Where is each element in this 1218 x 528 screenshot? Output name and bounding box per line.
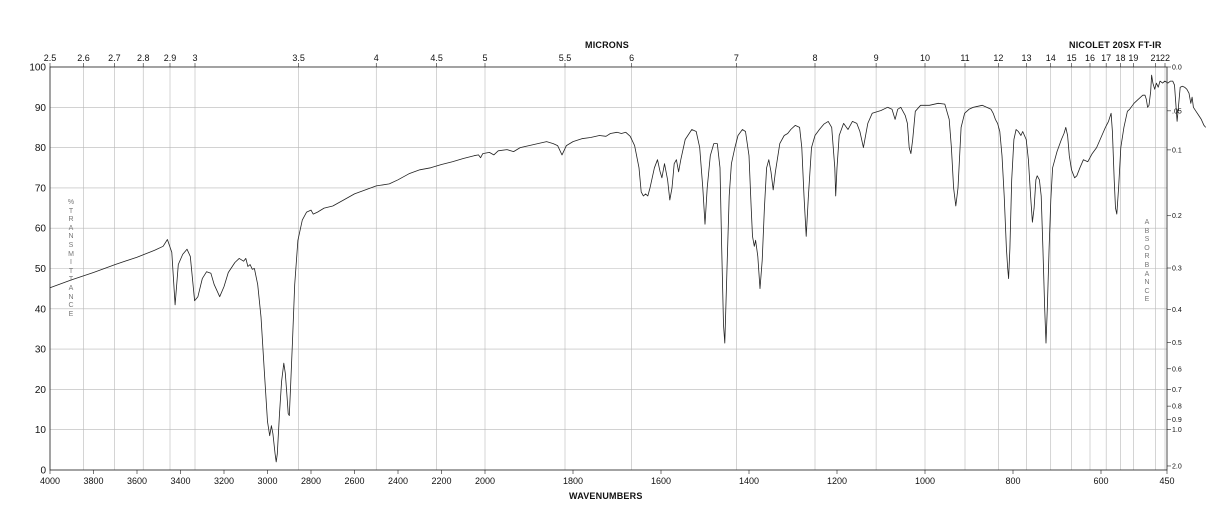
absorbance-tick-label: .05 — [1172, 108, 1182, 115]
wavenumber-tick-label: 3000 — [257, 476, 277, 486]
absorbance-tick-label: 0.9 — [1172, 417, 1182, 424]
transmittance-tick-label: 70 — [35, 183, 47, 194]
horizontal-gridlines — [50, 66, 1167, 471]
micron-tick-label: 21 — [1150, 53, 1160, 63]
micron-tick-label: 4 — [374, 53, 379, 63]
wavenumber-tick-label: 1000 — [915, 476, 935, 486]
wavenumber-tick-label: 450 — [1159, 476, 1174, 486]
top-axis-title: MICRONS — [585, 40, 629, 50]
micron-tick-label: 4.5 — [430, 53, 443, 63]
absorbance-tick-label: 0.6 — [1172, 366, 1182, 373]
transmittance-tick-labels: 0 10 20 30 40 50 60 70 80 90 100 — [29, 63, 46, 477]
wavenumber-tick-label: 2800 — [301, 476, 321, 486]
micron-tick-label: 2.5 — [44, 53, 57, 63]
right-axis-label: A B S O R B A N C E — [1144, 219, 1150, 304]
micron-tick-label: 7 — [734, 53, 739, 63]
micron-tick-label: 2.8 — [137, 53, 150, 63]
absorbance-tick-label: 0.7 — [1172, 387, 1182, 394]
micron-tick-label: 9 — [874, 53, 879, 63]
wavenumber-tick-label: 4000 — [40, 476, 60, 486]
micron-tick-label: 6 — [629, 53, 634, 63]
transmittance-tick-label: 40 — [35, 304, 47, 315]
transmittance-tick-label: 10 — [35, 425, 47, 436]
micron-tick-label: 18 — [1116, 53, 1126, 63]
micron-tick-label: 3 — [192, 53, 197, 63]
wavenumber-tick-label: 1400 — [739, 476, 759, 486]
micron-tick-label: 11 — [960, 53, 969, 63]
micron-tick-label: 17 — [1101, 53, 1111, 63]
wavenumber-tick-labels: 4000 3800 3600 3400 3200 3000 2800 2600 2400 2200… — [40, 470, 1175, 486]
spectrum-series-line — [49, 74, 1207, 463]
absorbance-tick-label: 0.5 — [1172, 340, 1182, 347]
absorbance-tick-label: 0.3 — [1172, 266, 1182, 273]
absorbance-tick-labels: 0.0 .05 0.1 0.2 0.3 0.4 0.5 0.6 0.7 0.8 0.9 1.0 2.0 — [1167, 65, 1182, 470]
micron-tick-label: 22 — [1160, 53, 1170, 63]
micron-tick-label: 14 — [1046, 53, 1056, 63]
plot-frame — [49, 66, 1168, 471]
micron-tick-label: 16 — [1085, 53, 1095, 63]
transmittance-tick-label: 50 — [35, 264, 47, 275]
absorbance-tick-label: 0.1 — [1172, 147, 1182, 154]
wavenumber-tick-label: 3400 — [170, 476, 190, 486]
wavenumber-tick-label: 3600 — [127, 476, 147, 486]
absorbance-tick-label: 0.2 — [1172, 213, 1182, 220]
micron-tick-label: 15 — [1067, 53, 1077, 63]
wavenumber-tick-label: 3200 — [214, 476, 234, 486]
wavenumber-tick-label: 600 — [1093, 476, 1108, 486]
transmittance-tick-label: 80 — [35, 143, 47, 154]
transmittance-tick-label: 30 — [35, 345, 47, 356]
wavenumber-tick-label: 2000 — [475, 476, 495, 486]
wavenumber-tick-label: 1600 — [651, 476, 671, 486]
transmittance-tick-label: 90 — [35, 103, 47, 114]
wavenumber-tick-label: 2400 — [388, 476, 408, 486]
wavenumber-tick-label: 2600 — [344, 476, 364, 486]
bottom-axis-title: WAVENUMBERS — [569, 491, 643, 501]
absorbance-tick-label: 0.8 — [1172, 404, 1182, 411]
micron-tick-label: 2.7 — [108, 53, 121, 63]
micron-tick-label: 3.5 — [292, 53, 305, 63]
left-axis-label: % T R A N S M I T T A N C E — [67, 199, 75, 318]
transmittance-tick-label: 20 — [35, 385, 47, 396]
wavenumber-tick-label: 800 — [1005, 476, 1020, 486]
absorbance-tick-label: 0.4 — [1172, 307, 1182, 314]
micron-tick-label: 12 — [993, 53, 1003, 63]
micron-tick-label: 19 — [1128, 53, 1138, 63]
wavenumber-tick-label: 1200 — [827, 476, 847, 486]
instrument-label: NICOLET 20SX FT-IR — [1069, 40, 1162, 50]
absorbance-tick-label: 2.0 — [1172, 463, 1182, 470]
absorbance-tick-label: 0.0 — [1172, 65, 1182, 72]
micron-tick-label: 5.5 — [559, 53, 572, 63]
micron-tick-label: 5 — [482, 53, 487, 63]
wavenumber-tick-label: 3800 — [83, 476, 103, 486]
transmittance-tick-label: 60 — [35, 224, 47, 235]
absorbance-tick-label: 1.0 — [1172, 427, 1182, 434]
micron-tick-label: 8 — [812, 53, 817, 63]
micron-tick-label: 2.9 — [164, 53, 177, 63]
micron-tick-labels: 2.5 2.6 2.7 2.8 2.9 3 3.5 4 4.5 5 5.5 6 7 8 9 10 11 12 13 1… — [44, 53, 1170, 67]
wavenumber-tick-label: 2200 — [431, 476, 451, 486]
transmittance-tick-label: 100 — [29, 63, 46, 74]
micron-tick-label: 13 — [1022, 53, 1032, 63]
micron-tick-label: 2.6 — [77, 53, 90, 63]
wavenumber-tick-label: 1800 — [563, 476, 583, 486]
transmittance-tick-label: 0 — [40, 466, 46, 477]
micron-tick-label: 10 — [920, 53, 930, 63]
